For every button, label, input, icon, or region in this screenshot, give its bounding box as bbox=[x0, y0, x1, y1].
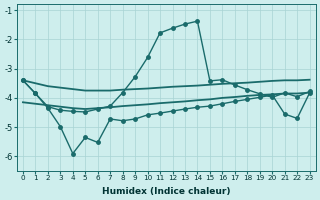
X-axis label: Humidex (Indice chaleur): Humidex (Indice chaleur) bbox=[102, 187, 230, 196]
